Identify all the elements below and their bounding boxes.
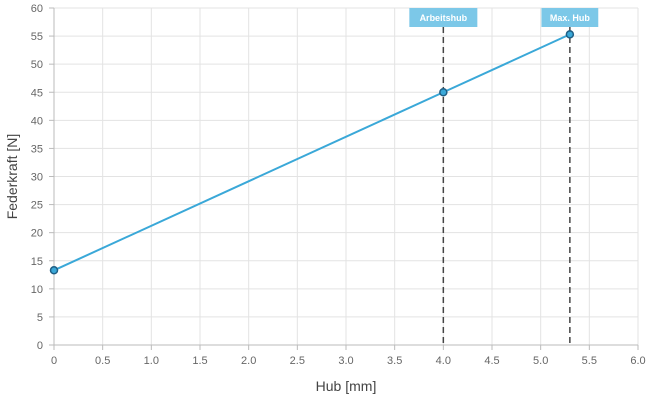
x-tick-label: 3.5 [387,355,402,367]
y-tick-label: 55 [31,31,43,43]
y-tick-label: 60 [31,3,43,15]
y-tick-label: 10 [31,284,43,296]
grid [53,7,639,346]
x-axis-title: Hub [mm] [316,378,377,394]
x-tick-labels: 0 0.5 1.0 1.5 2.0 2.5 3.0 3.5 4.0 4.5 5.0 5.5 6.0 [51,355,646,367]
x-tick-label: 5.5 [582,355,597,367]
x-tick-label: 5.0 [533,355,548,367]
x-tick-label: 1.5 [192,355,207,367]
y-tick-label: 5 [37,312,43,324]
y-tick-label: 30 [31,172,43,184]
x-tick-label: 3.0 [338,355,353,367]
marker-label: Max. Hub [550,13,591,23]
data-series [49,30,575,275]
x-tick-label: 6.0 [630,355,645,367]
reference-markers: Arbeitshub Max. Hub [409,8,599,345]
y-tick-label: 0 [37,340,43,352]
y-tick-labels: 0 5 10 15 20 25 30 35 40 45 50 55 60 [31,3,43,352]
y-axis-title: Federkraft [N] [4,134,20,220]
data-point [565,30,575,39]
y-tick-label: 35 [31,143,43,155]
x-tick-label: 4.5 [484,355,499,367]
axes [49,7,639,350]
y-tick-label: 20 [31,228,43,240]
x-tick-label: 0 [51,355,57,367]
data-point [49,266,59,275]
y-tick-label: 25 [31,200,43,212]
x-tick-label: 0.5 [95,355,110,367]
marker-label-box [541,8,599,27]
y-tick-label: 45 [31,87,43,99]
y-tick-label: 50 [31,59,43,71]
marker-label: Arbeitshub [420,13,468,23]
x-tick-label: 2.0 [241,355,256,367]
marker-label-box [409,8,478,27]
x-tick-label: 4.0 [436,355,451,367]
data-point [439,88,448,97]
y-tick-label: 15 [31,256,43,268]
y-tick-label: 40 [31,115,43,127]
x-tick-label: 1.0 [144,355,159,367]
x-tick-label: 2.5 [290,355,305,367]
